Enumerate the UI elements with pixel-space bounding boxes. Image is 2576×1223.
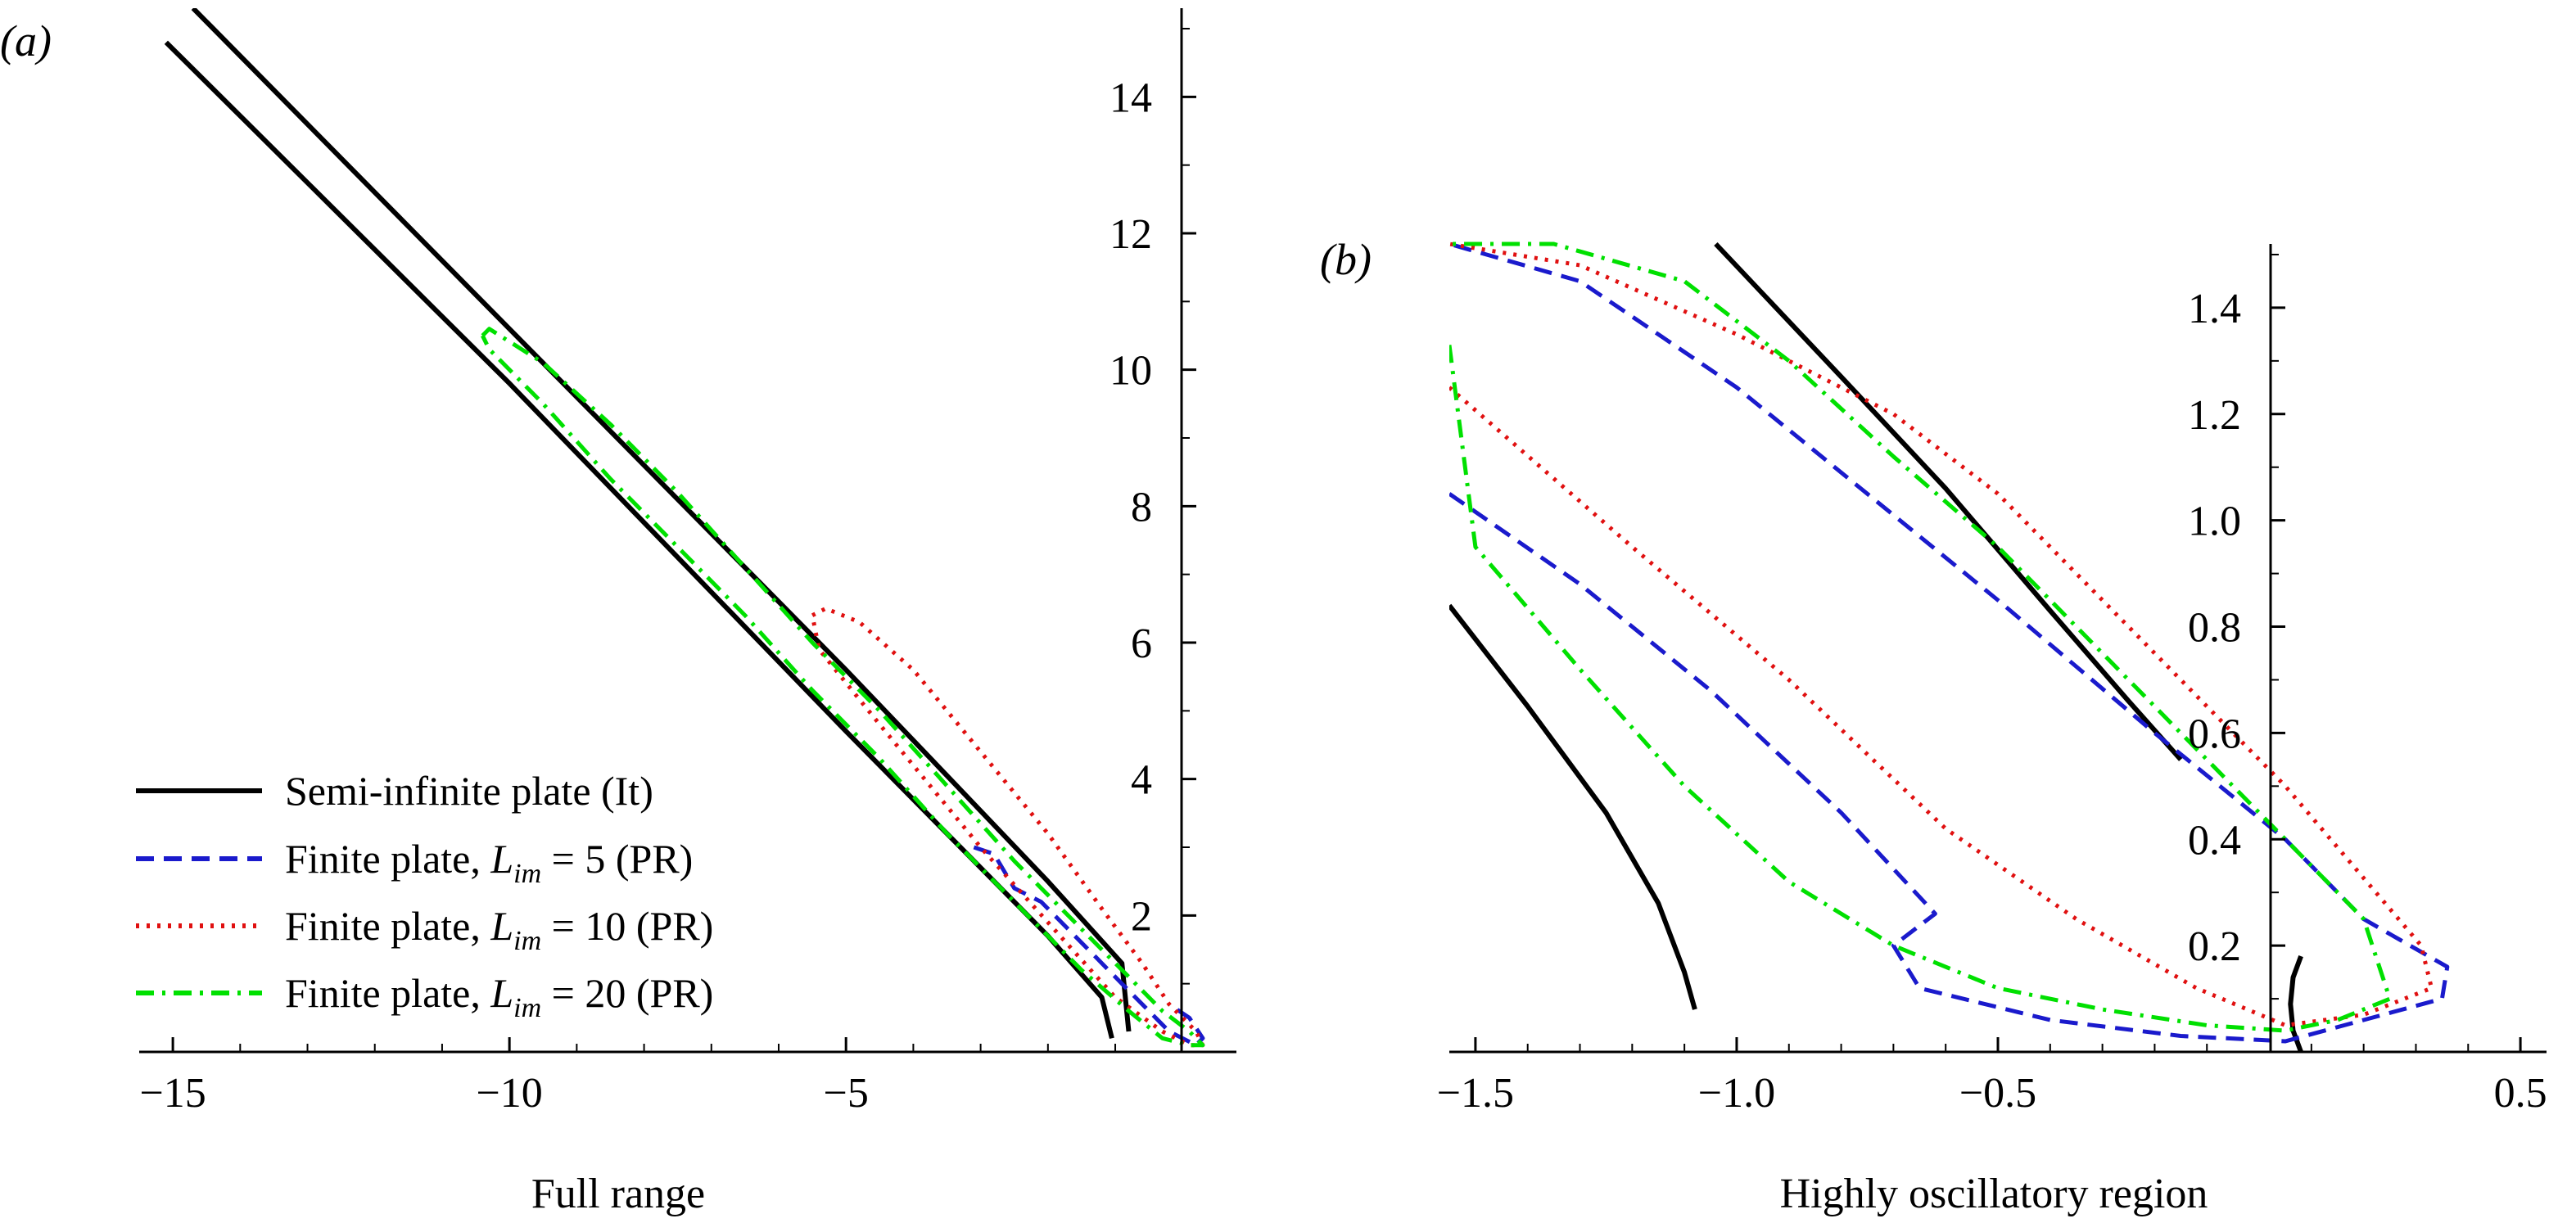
panel-a-y-tick-label-6: 14 xyxy=(1109,74,1152,121)
panel-a-full-range-chart: (a) −15 −10 −5 2 4 6 8 10 12 14 Full range xyxy=(0,8,1236,1217)
panel-a-x-tick-label-2: −5 xyxy=(824,1070,869,1117)
panel-a-series-line-4 xyxy=(481,327,1205,1048)
panel-a-series-line-3 xyxy=(810,606,1205,1048)
panel-b-series-line-1 xyxy=(1714,241,2183,761)
legend-entry-semi-infinite: Semi-infinite plate (It) xyxy=(136,768,653,814)
panel-b-y-tick-label-2: 0.6 xyxy=(2188,711,2241,757)
panel-a-axes: −15 −10 −5 2 4 6 8 10 12 14 xyxy=(139,8,1236,1117)
panel-a-label: (a) xyxy=(0,16,52,65)
panel-b-y-tick-label-3: 0.8 xyxy=(2188,605,2241,652)
panel-b-y-tick-label-1: 0.4 xyxy=(2188,817,2241,864)
panel-a-x-axis-title: Full range xyxy=(531,1171,705,1217)
panel-b-axes: −1.5 −1.0 −0.5 0.5 0.2 0.4 0.6 0.8 1.0 1.2 1.4 xyxy=(1437,244,2547,1117)
legend-entry-finite-10: Finite plate, Lim = 10 (PR) xyxy=(136,903,713,956)
legend-entry-finite-5: Finite plate, Lim = 5 (PR) xyxy=(136,836,693,889)
panel-a-series-group xyxy=(164,8,1205,1048)
panel-b-y-tick-label-5: 1.2 xyxy=(2188,392,2241,439)
panel-b-y-tick-label-6: 1.4 xyxy=(2188,286,2241,332)
panel-b-x-tick-label-3: 0.5 xyxy=(2494,1070,2547,1117)
panel-b-x-tick-label-2: −0.5 xyxy=(1959,1070,2036,1117)
panel-a-y-tick-label-4: 10 xyxy=(1109,348,1152,395)
panel-b-x-axis-title: Highly oscillatory region xyxy=(1780,1171,2208,1217)
panel-a-y-tick-label-0: 2 xyxy=(1131,893,1152,940)
panel-b-series-line-3 xyxy=(1449,241,2450,1044)
panel-a-y-tick-label-5: 12 xyxy=(1109,211,1152,258)
panel-a-y-tick-label-3: 8 xyxy=(1131,484,1152,530)
legend: Semi-infinite plate (It) Finite plate, L… xyxy=(136,768,713,1023)
panel-b-series-line-4 xyxy=(1449,241,2434,1027)
panel-a-series-line-1 xyxy=(191,8,1132,1032)
legend-label-finite-10: Finite plate, Lim = 10 (PR) xyxy=(285,903,713,956)
panel-a-x-tick-label-1: −10 xyxy=(476,1070,542,1117)
legend-label-finite-20: Finite plate, Lim = 20 (PR) xyxy=(285,970,713,1023)
panel-a-x-tick-label-0: −15 xyxy=(139,1070,206,1117)
panel-a-y-tick-label-1: 4 xyxy=(1131,757,1152,804)
panel-b-x-tick-label-1: −1.0 xyxy=(1698,1070,1775,1117)
panel-b-series-line-0 xyxy=(1449,603,1697,1010)
panel-b-series-group xyxy=(1449,241,2450,1054)
legend-label-finite-5: Finite plate, Lim = 5 (PR) xyxy=(285,836,693,889)
panel-b-x-tick-label-0: −1.5 xyxy=(1437,1070,1514,1117)
panel-b-label: (b) xyxy=(1320,235,1372,284)
panel-b-series-line-5 xyxy=(1449,241,2393,1033)
panel-a-y-tick-label-2: 6 xyxy=(1131,621,1152,667)
panel-b-oscillatory-region-chart: (b) −1.5 −1.0 −0.5 0.5 0.2 0.4 0.6 0.8 1.0 1.2 1.4… xyxy=(1320,235,2547,1217)
panel-a-series-line-2 xyxy=(973,845,1205,1048)
panel-b-y-tick-label-0: 0.2 xyxy=(2188,923,2241,970)
legend-label-semi-infinite: Semi-infinite plate (It) xyxy=(285,768,653,814)
panel-b-y-tick-label-4: 1.0 xyxy=(2188,499,2241,545)
legend-entry-finite-20: Finite plate, Lim = 20 (PR) xyxy=(136,970,713,1023)
panel-a-series-line-0 xyxy=(164,40,1114,1040)
